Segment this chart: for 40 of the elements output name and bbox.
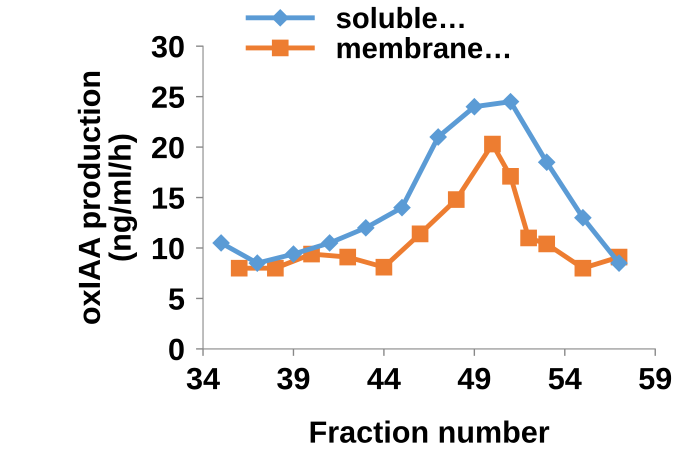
point xyxy=(484,136,501,152)
point xyxy=(321,234,338,252)
x-tick-label: 49 xyxy=(458,368,490,390)
legend-label: soluble… xyxy=(336,6,464,28)
x-tick-label: 34 xyxy=(186,368,220,390)
point xyxy=(393,199,411,216)
point xyxy=(339,248,356,266)
y-tick-label: 30 xyxy=(152,36,184,58)
point xyxy=(574,209,592,226)
point xyxy=(502,93,520,110)
x-tick-label: 44 xyxy=(367,368,401,390)
y-axis-title: oxIAA production (ng/ml/h) xyxy=(78,72,138,324)
point xyxy=(538,236,556,252)
point xyxy=(466,98,483,116)
point xyxy=(610,254,628,272)
point xyxy=(520,230,537,246)
y-tick-label: 20 xyxy=(152,136,184,158)
point xyxy=(212,234,230,252)
point xyxy=(538,154,556,171)
point xyxy=(574,260,592,277)
point xyxy=(248,254,266,272)
point xyxy=(448,191,465,208)
x-axis-title: Fraction number xyxy=(310,420,550,443)
y-tick-label: 25 xyxy=(152,86,184,108)
point xyxy=(230,260,248,277)
x-tick-label: 39 xyxy=(277,368,310,390)
y-tick-label: 10 xyxy=(152,238,184,260)
y-tick-label: 0 xyxy=(169,338,184,360)
point xyxy=(267,260,284,277)
point xyxy=(376,258,392,276)
point xyxy=(430,128,447,146)
legend-label: membrane… xyxy=(338,37,510,58)
point xyxy=(502,168,519,185)
point xyxy=(284,246,302,263)
y-tick-label: 5 xyxy=(168,288,184,310)
x-tick-label: 59 xyxy=(639,368,672,390)
point xyxy=(412,226,428,242)
x-tick-label: 54 xyxy=(548,368,582,390)
point xyxy=(357,219,374,236)
y-tick-label: 15 xyxy=(152,188,184,209)
